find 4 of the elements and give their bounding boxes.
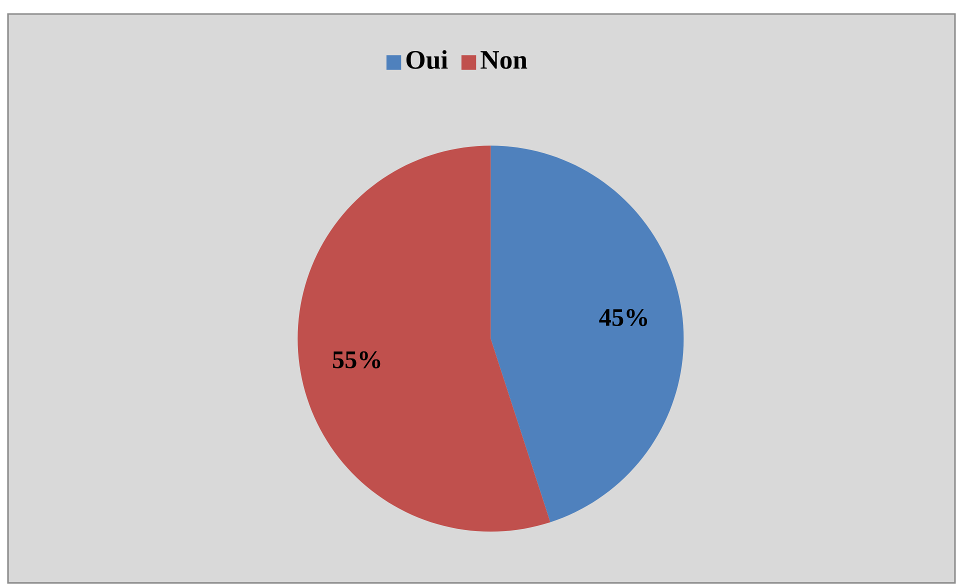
data-label: 45% [599,308,648,326]
data-label: 55% [332,351,380,368]
legend-label: Non [480,51,528,69]
legend-label: Oui [406,50,448,69]
